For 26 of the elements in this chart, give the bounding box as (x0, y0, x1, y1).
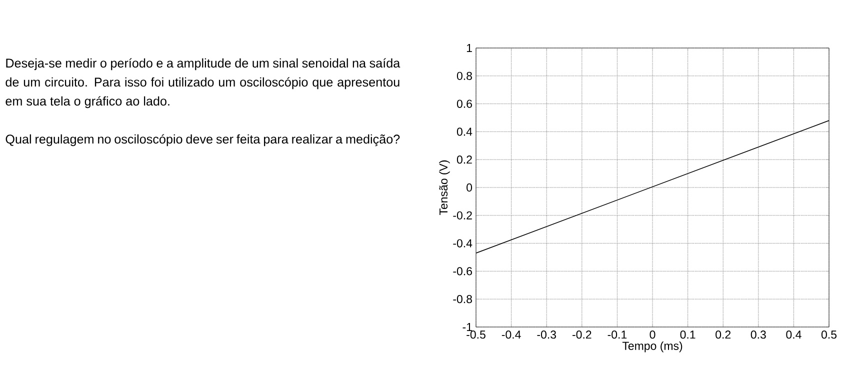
x-tick-label: -0.2 (572, 330, 592, 339)
y-tick-label: -1 (462, 323, 472, 331)
text: Qual regulagem no osciloscópio deve ser feita para realizar a medição? (6, 134, 400, 146)
x-axis-title: Tempo (ms) (622, 342, 682, 352)
x-tick-label: 0 (650, 330, 656, 339)
y-tick-label: 0.2 (456, 156, 472, 164)
y-tick-label: 0.8 (456, 72, 472, 80)
y-tick-label: -0.2 (453, 211, 472, 220)
x-tick-label: 0.4 (786, 330, 802, 339)
x-tick-label: -0.1 (608, 330, 627, 339)
x-tick-label: -0.4 (502, 330, 521, 339)
y-axis-title: Tensão (V) (439, 160, 450, 216)
x-tick-label: 0.3 (750, 330, 766, 339)
x-tick-label: -0.5 (466, 330, 486, 339)
y-tick-label: 0.4 (456, 128, 472, 136)
text: Deseja-se medir o período e a amplitude de um sinal senoidal na saída de um circuito. Para isso foi utilizado um osciloscópio que apresentou em sua tela o gráfico ao lado. (6, 58, 400, 108)
y-tick-label: -0.8 (453, 295, 472, 304)
x-tick-label: -0.3 (537, 330, 556, 339)
x-tick-label: 0.5 (821, 330, 837, 339)
y-tick-label: -0.6 (453, 267, 472, 276)
x-tick-label: 0.1 (680, 330, 696, 339)
x-tick-label: 0.2 (716, 330, 731, 339)
y-tick-label: 1 (466, 44, 472, 52)
y-tick-label: 0 (466, 183, 472, 192)
y-tick-label: -0.4 (453, 239, 472, 248)
y-tick-label: 0.6 (456, 100, 472, 108)
